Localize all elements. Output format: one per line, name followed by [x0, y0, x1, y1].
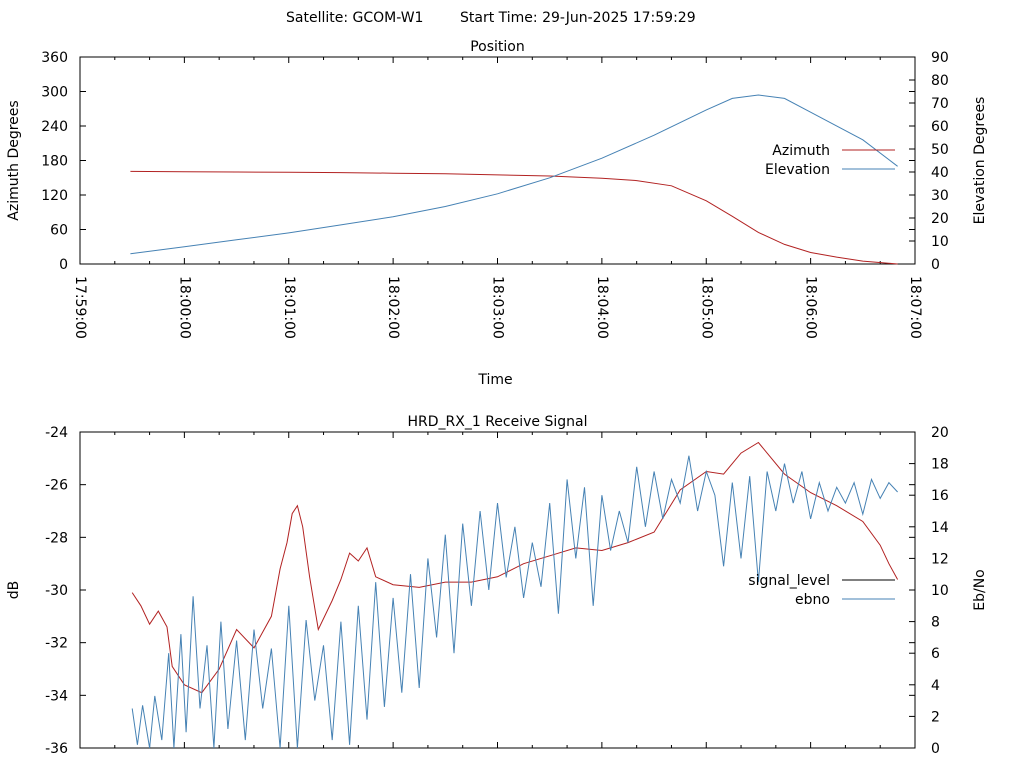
y2-tick-label: 70: [931, 96, 949, 112]
y2-tick-label: 20: [931, 211, 949, 227]
legend-label: Azimuth: [772, 143, 830, 159]
y-tick-label: 240: [41, 119, 68, 135]
series-line-signal-level: [131, 441, 899, 694]
y2-tick-label: 16: [931, 488, 949, 504]
y2-tick-label: 4: [931, 678, 940, 694]
y2-tick-label: 80: [931, 73, 949, 89]
plot-frame: [79, 431, 916, 749]
y2-tick-label: 14: [931, 520, 949, 536]
y2-tick-label: 0: [931, 741, 940, 757]
y2-tick-label: 18: [931, 457, 949, 473]
y-tick-label: -24: [45, 425, 68, 441]
y-axis-label: Azimuth Degrees: [6, 100, 22, 220]
x-tick-label: 18:00:00: [176, 276, 192, 339]
y-tick-label: 300: [41, 85, 68, 101]
y-axis-label: dB: [6, 581, 22, 600]
plot-frame: [79, 56, 916, 265]
y-tick-label: -32: [45, 636, 68, 652]
y-tick-label: 60: [50, 223, 68, 239]
x-tick-label: 18:05:00: [698, 276, 714, 339]
legend-label: Elevation: [765, 162, 830, 178]
y2-axis-label: Eb/No: [972, 569, 988, 611]
series-line-azimuth: [130, 170, 898, 265]
x-tick-label: 18:07:00: [907, 276, 923, 339]
x-tick-label: 18:01:00: [281, 276, 297, 339]
y-tick-label: 180: [41, 154, 68, 170]
y2-axis-label: Elevation Degrees: [972, 97, 988, 225]
y2-tick-label: 60: [931, 119, 949, 135]
y-tick-label: -28: [45, 530, 68, 546]
y2-tick-label: 6: [931, 646, 940, 662]
y2-tick-label: 90: [931, 50, 949, 66]
legend-label: signal_level: [748, 573, 830, 589]
x-tick-label: 18:04:00: [594, 276, 610, 339]
x-tick-label: 18:03:00: [490, 276, 506, 339]
x-axis-label: Time: [477, 372, 512, 388]
y2-tick-label: 30: [931, 188, 949, 204]
y-tick-label: 0: [59, 257, 68, 273]
y-tick-label: -30: [45, 583, 68, 599]
y2-tick-label: 8: [931, 615, 940, 631]
y2-tick-label: 50: [931, 142, 949, 158]
y2-tick-label: 40: [931, 165, 949, 181]
x-tick-label: 17:59:00: [72, 276, 88, 339]
chart-title: Position: [470, 39, 525, 55]
legend-label: ebno: [795, 592, 830, 608]
y-tick-label: 360: [41, 50, 68, 66]
position-chart: Position 0 60 120 180 240 300 360 0 10 20 30 40 50 60 7…: [6, 39, 988, 388]
y2-tick-label: 10: [931, 583, 949, 599]
satellite-label: Satellite: GCOM-W1: [286, 10, 423, 26]
y2-tick-label: 0: [931, 257, 940, 273]
series-line-ebno: [131, 455, 898, 749]
y-tick-label: -26: [45, 478, 68, 494]
y2-tick-label: 12: [931, 551, 949, 567]
chart-title: HRD_RX_1 Receive Signal: [408, 414, 588, 430]
x-tick-label: 18:06:00: [803, 276, 819, 339]
y-tick-label: -34: [45, 688, 68, 704]
y-tick-label: -36: [45, 741, 68, 757]
receive-signal-chart: HRD_RX_1 Receive Signal -24 -26 -28 -30 -32 -3…: [6, 414, 988, 757]
y2-tick-label: 10: [931, 234, 949, 250]
y2-tick-label: 20: [931, 425, 949, 441]
start-time-label: Start Time: 29-Jun-2025 17:59:29: [460, 10, 696, 26]
y-tick-label: 120: [41, 188, 68, 204]
series-line-elevation: [130, 94, 898, 255]
y2-tick-label: 2: [931, 709, 940, 725]
x-tick-label: 18:02:00: [385, 276, 401, 339]
